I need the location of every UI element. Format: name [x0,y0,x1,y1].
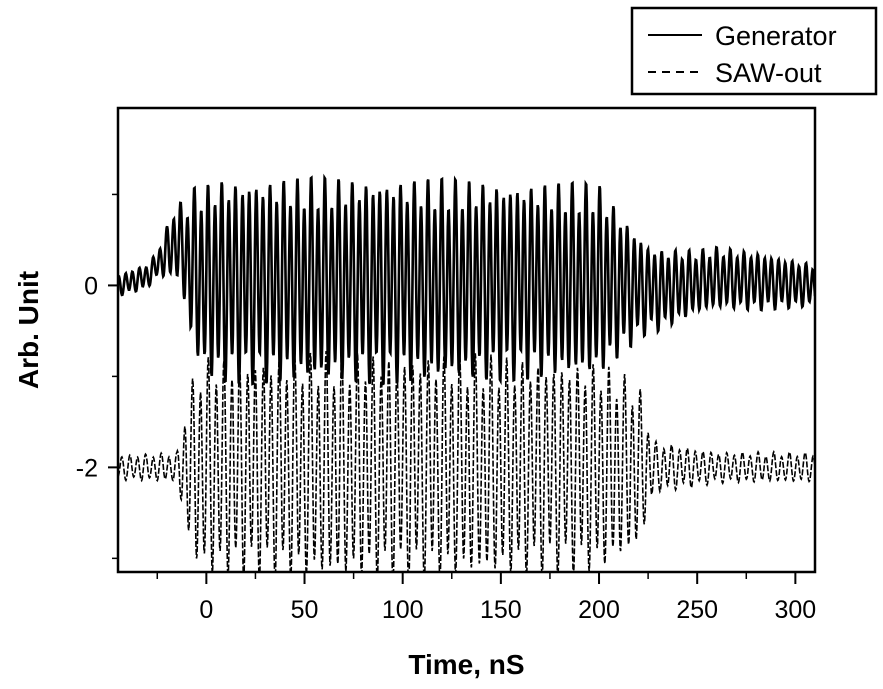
x-tick-label: 150 [480,596,522,624]
x-tick-label: 200 [578,596,620,624]
series-line-generator [118,173,815,386]
legend: Generator SAW-out [630,6,878,96]
y-axis: 0 -2 [76,193,118,560]
legend-box [630,6,878,96]
legend-label-generator: Generator [715,21,837,51]
plot-area-frame [116,106,817,574]
y-tick-label: -2 [76,454,98,482]
x-axis: 0 50 100 150 200 250 300 [156,572,817,624]
x-tick-label: 300 [775,596,817,624]
x-tick-label: 100 [382,596,424,624]
y-tick-label: 0 [84,272,98,300]
y-axis-title: Arb. Unit [13,271,44,389]
x-tick-label: 250 [676,596,718,624]
series-line-saw-out [118,351,815,572]
x-axis-title: Time, nS [408,649,524,680]
legend-label-saw-out: SAW-out [715,58,822,88]
x-tick-label: 50 [291,596,319,624]
x-tick-label: 0 [199,596,213,624]
